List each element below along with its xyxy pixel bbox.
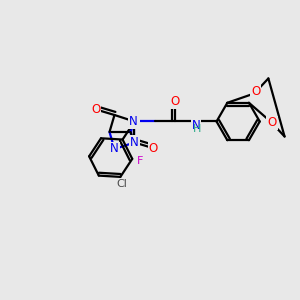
Text: Cl: Cl: [117, 178, 128, 189]
Text: O: O: [91, 103, 101, 116]
Text: N: N: [192, 118, 200, 132]
Text: N: N: [129, 115, 137, 128]
Text: N: N: [130, 136, 139, 149]
Text: O: O: [251, 85, 260, 98]
Text: F: F: [136, 156, 143, 166]
Text: N: N: [110, 142, 119, 155]
Text: O: O: [148, 142, 158, 154]
Text: O: O: [171, 95, 180, 108]
Text: N: N: [130, 115, 139, 128]
Text: H: H: [193, 124, 202, 134]
Text: O: O: [267, 116, 277, 130]
